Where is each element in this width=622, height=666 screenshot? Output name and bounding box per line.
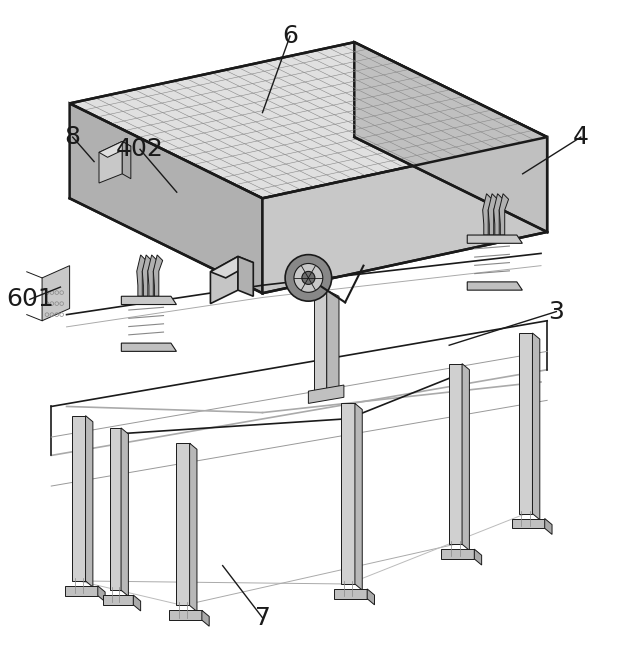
Polygon shape	[110, 428, 121, 590]
Polygon shape	[341, 404, 355, 584]
Polygon shape	[153, 255, 163, 296]
Text: 402: 402	[116, 137, 164, 161]
Polygon shape	[65, 586, 98, 595]
Polygon shape	[121, 343, 177, 352]
Polygon shape	[238, 256, 253, 296]
Text: 601: 601	[6, 287, 53, 311]
Polygon shape	[483, 194, 492, 235]
Polygon shape	[355, 404, 362, 590]
Polygon shape	[355, 42, 547, 232]
Polygon shape	[42, 266, 70, 321]
Polygon shape	[334, 589, 367, 599]
Polygon shape	[519, 333, 532, 513]
Polygon shape	[103, 595, 133, 605]
Polygon shape	[121, 296, 177, 304]
Polygon shape	[309, 385, 344, 404]
Polygon shape	[488, 194, 498, 235]
Text: 4: 4	[573, 125, 589, 149]
Polygon shape	[99, 141, 131, 157]
Polygon shape	[123, 141, 131, 178]
Polygon shape	[367, 589, 374, 605]
Text: 7: 7	[254, 605, 271, 629]
Polygon shape	[202, 610, 209, 626]
Polygon shape	[462, 364, 470, 550]
Polygon shape	[133, 595, 141, 611]
Polygon shape	[448, 364, 462, 544]
Polygon shape	[262, 137, 547, 293]
Polygon shape	[475, 549, 481, 565]
Circle shape	[285, 254, 332, 301]
Polygon shape	[494, 194, 503, 235]
Polygon shape	[545, 519, 552, 534]
Polygon shape	[70, 103, 262, 293]
Polygon shape	[148, 255, 157, 296]
Polygon shape	[86, 416, 93, 587]
Text: 6: 6	[282, 24, 298, 48]
Text: 8: 8	[65, 125, 81, 149]
Circle shape	[294, 264, 323, 292]
Polygon shape	[137, 255, 146, 296]
Polygon shape	[99, 141, 123, 183]
Polygon shape	[315, 290, 327, 398]
Polygon shape	[169, 610, 202, 620]
Polygon shape	[190, 443, 197, 611]
Polygon shape	[70, 42, 547, 198]
Polygon shape	[210, 256, 238, 304]
Polygon shape	[532, 333, 540, 519]
Polygon shape	[499, 194, 509, 235]
Polygon shape	[72, 416, 86, 581]
Polygon shape	[121, 428, 128, 596]
Polygon shape	[441, 549, 475, 559]
Polygon shape	[512, 519, 545, 528]
Polygon shape	[467, 235, 522, 243]
Polygon shape	[142, 255, 152, 296]
Polygon shape	[176, 443, 190, 605]
Text: 3: 3	[549, 300, 564, 324]
Polygon shape	[467, 282, 522, 290]
Polygon shape	[327, 290, 339, 398]
Polygon shape	[98, 586, 105, 602]
Polygon shape	[210, 256, 253, 278]
Circle shape	[302, 271, 315, 284]
